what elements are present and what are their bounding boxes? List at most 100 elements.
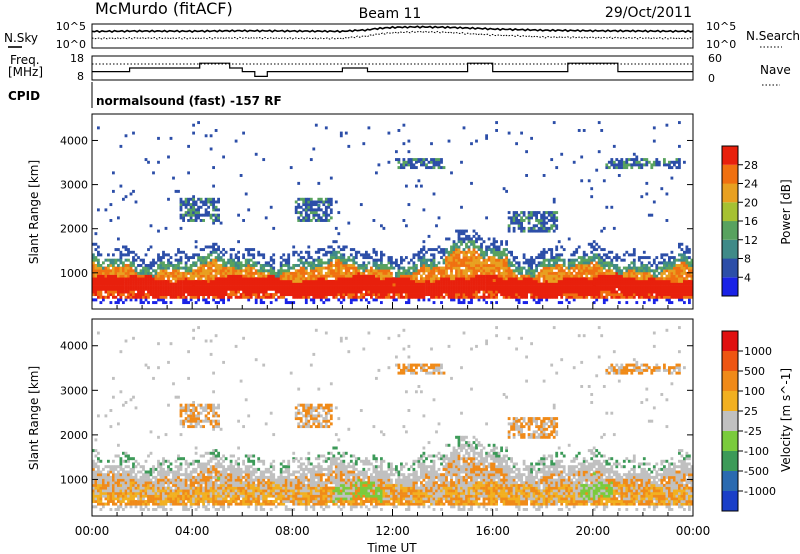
power-cell	[134, 277, 138, 281]
velocity-cell	[122, 489, 125, 493]
power-cell	[407, 301, 411, 305]
power-cell	[472, 229, 476, 233]
power-cell	[505, 277, 508, 281]
power-cell	[427, 264, 431, 267]
power-cell	[167, 277, 170, 281]
power-cell	[415, 295, 418, 299]
velocity-cell	[134, 475, 138, 479]
power-cell	[432, 293, 436, 297]
power-cell	[317, 277, 321, 281]
power-cell	[663, 158, 666, 162]
power-cell	[640, 287, 644, 291]
power-cell	[117, 279, 120, 283]
power-cell	[217, 287, 220, 291]
velocity-cell	[164, 508, 168, 511]
velocity-cell	[142, 483, 145, 487]
power-cell	[375, 282, 378, 286]
power-cell	[314, 293, 318, 297]
power-cell	[282, 269, 286, 273]
power-cell	[560, 274, 564, 278]
power-cell	[407, 287, 411, 291]
power-cell	[329, 290, 333, 294]
power-cell	[517, 295, 521, 299]
power-cell	[555, 285, 559, 289]
power-cell	[222, 293, 225, 297]
noise-left-tick-bottom: 10^0	[56, 38, 86, 51]
power-cell	[680, 287, 684, 291]
power-cell	[680, 266, 684, 270]
power-cell	[652, 126, 656, 130]
power-cell	[678, 266, 681, 270]
power-cell	[580, 290, 584, 294]
power-cell	[442, 277, 446, 281]
power-cell	[550, 219, 554, 222]
power-cell	[552, 261, 556, 265]
power-cell	[680, 285, 684, 289]
power-cell	[104, 266, 108, 270]
power-cell	[327, 282, 331, 286]
power-cell	[635, 290, 639, 294]
power-cell	[510, 271, 513, 275]
power-cell	[99, 301, 103, 305]
power-cell	[274, 285, 278, 289]
power-cell	[532, 229, 536, 233]
power-cell	[117, 290, 120, 294]
power-cell	[324, 208, 328, 212]
power-cell	[187, 285, 190, 289]
power-cell	[670, 277, 674, 281]
velocity-cell	[129, 497, 133, 501]
power-cell	[324, 253, 328, 257]
velocity-cell	[99, 475, 103, 479]
velocity-cell	[159, 497, 163, 501]
power-cell	[582, 285, 586, 289]
power-cell	[227, 287, 230, 291]
power-cell	[117, 301, 120, 305]
power-cell	[174, 293, 178, 297]
power-cell	[642, 295, 646, 299]
power-cell	[292, 266, 296, 270]
velocity-cell	[97, 470, 100, 474]
date-title: 29/Oct/2011	[605, 5, 692, 21]
power-cell	[432, 277, 436, 281]
power-cell	[462, 256, 466, 260]
power-cell	[675, 277, 679, 281]
power-cell	[117, 285, 120, 289]
velocity-cell	[114, 473, 118, 477]
power-cell	[445, 248, 448, 252]
velocity-cell	[137, 497, 140, 501]
power-cell	[382, 290, 386, 294]
power-cell	[207, 211, 210, 215]
power-cell	[329, 261, 333, 265]
power-cell	[632, 264, 636, 267]
velocity-cell	[154, 500, 158, 503]
power-cell	[522, 290, 526, 294]
velocity-cell	[162, 491, 165, 495]
power-cell	[207, 264, 210, 267]
velocity-cell	[97, 491, 100, 495]
power-cell	[457, 301, 461, 305]
power-cell	[467, 234, 471, 238]
power-cell	[615, 277, 619, 281]
power-cell	[482, 279, 486, 283]
velocity-cell	[152, 483, 155, 487]
power-cell	[247, 248, 251, 252]
power-cell	[688, 290, 691, 294]
power-cell	[595, 264, 599, 267]
power-cell	[512, 219, 516, 222]
power-cell	[297, 219, 301, 222]
power-cell	[380, 253, 383, 257]
power-cell	[407, 203, 411, 207]
power-cell	[307, 208, 311, 212]
power-cell	[247, 208, 251, 212]
power-cell	[505, 287, 508, 291]
power-cell	[530, 261, 533, 265]
power-cell	[199, 205, 203, 209]
power-cell	[387, 279, 391, 283]
power-cell	[545, 282, 549, 286]
power-cell	[547, 219, 551, 222]
power-cell	[332, 293, 336, 297]
power-cell	[302, 285, 306, 289]
power-cell	[657, 295, 661, 299]
power-cell	[182, 277, 185, 281]
power-cell	[540, 290, 543, 294]
